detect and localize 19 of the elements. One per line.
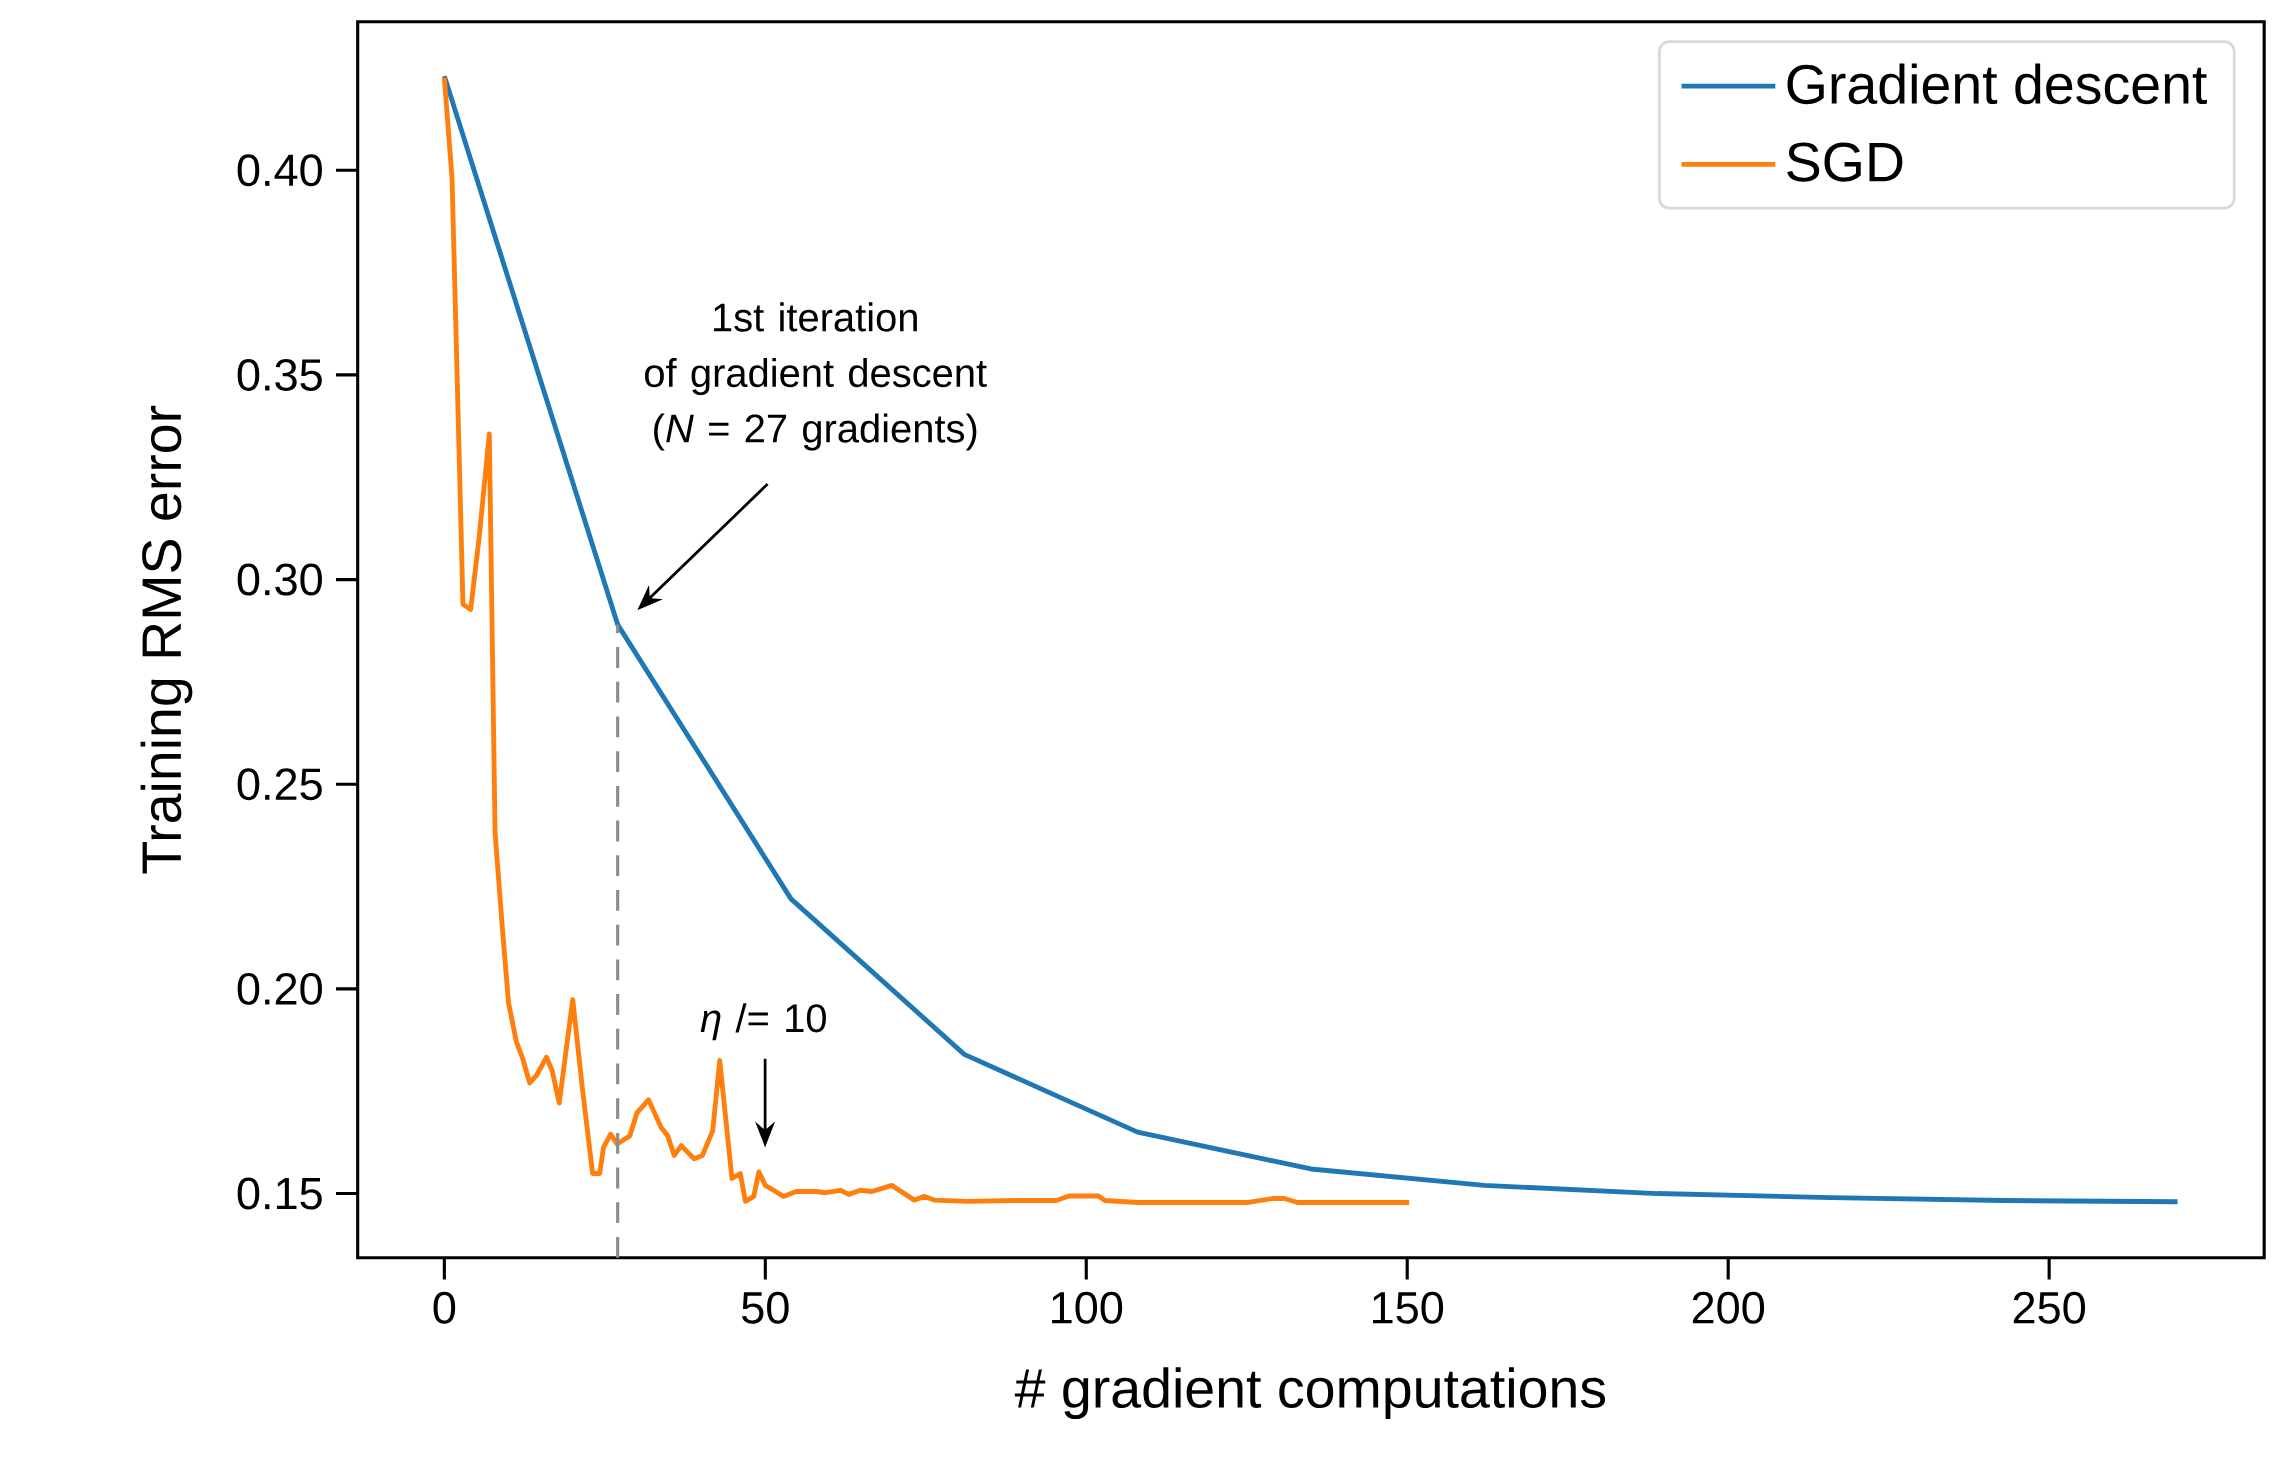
x-tick-label: 150 — [1373, 1291, 1444, 1324]
x-tick-label: 50 — [742, 1291, 789, 1324]
y-tick-label: 0.25 — [237, 768, 322, 801]
line-series — [441, 75, 1412, 1205]
annotation: η /= 10 — [700, 1003, 826, 1041]
legend-label: Gradient descent — [1787, 63, 2208, 105]
x-tick-label: 100 — [1052, 1291, 1123, 1324]
annotation: 1st iteration of gradient descent (N = 27 gradients) — [645, 302, 987, 451]
y-tick-label: 0.30 — [237, 563, 322, 596]
x-tick-label: 200 — [1692, 1291, 1765, 1324]
y-tick-label: 0.20 — [237, 972, 322, 1005]
y-tick-label: 0.15 — [237, 1177, 322, 1210]
y-tick-label: 0.35 — [237, 358, 322, 391]
y-tick-label: 0.40 — [237, 154, 322, 187]
x-axis-title: # gradient computations — [1014, 1367, 1606, 1419]
legend-label: SGD — [1787, 142, 1903, 182]
x-tick-label: 0 — [433, 1291, 456, 1324]
x-tick-label: 250 — [2013, 1291, 2086, 1324]
y-axis-title: Training RMS error — [140, 405, 193, 874]
